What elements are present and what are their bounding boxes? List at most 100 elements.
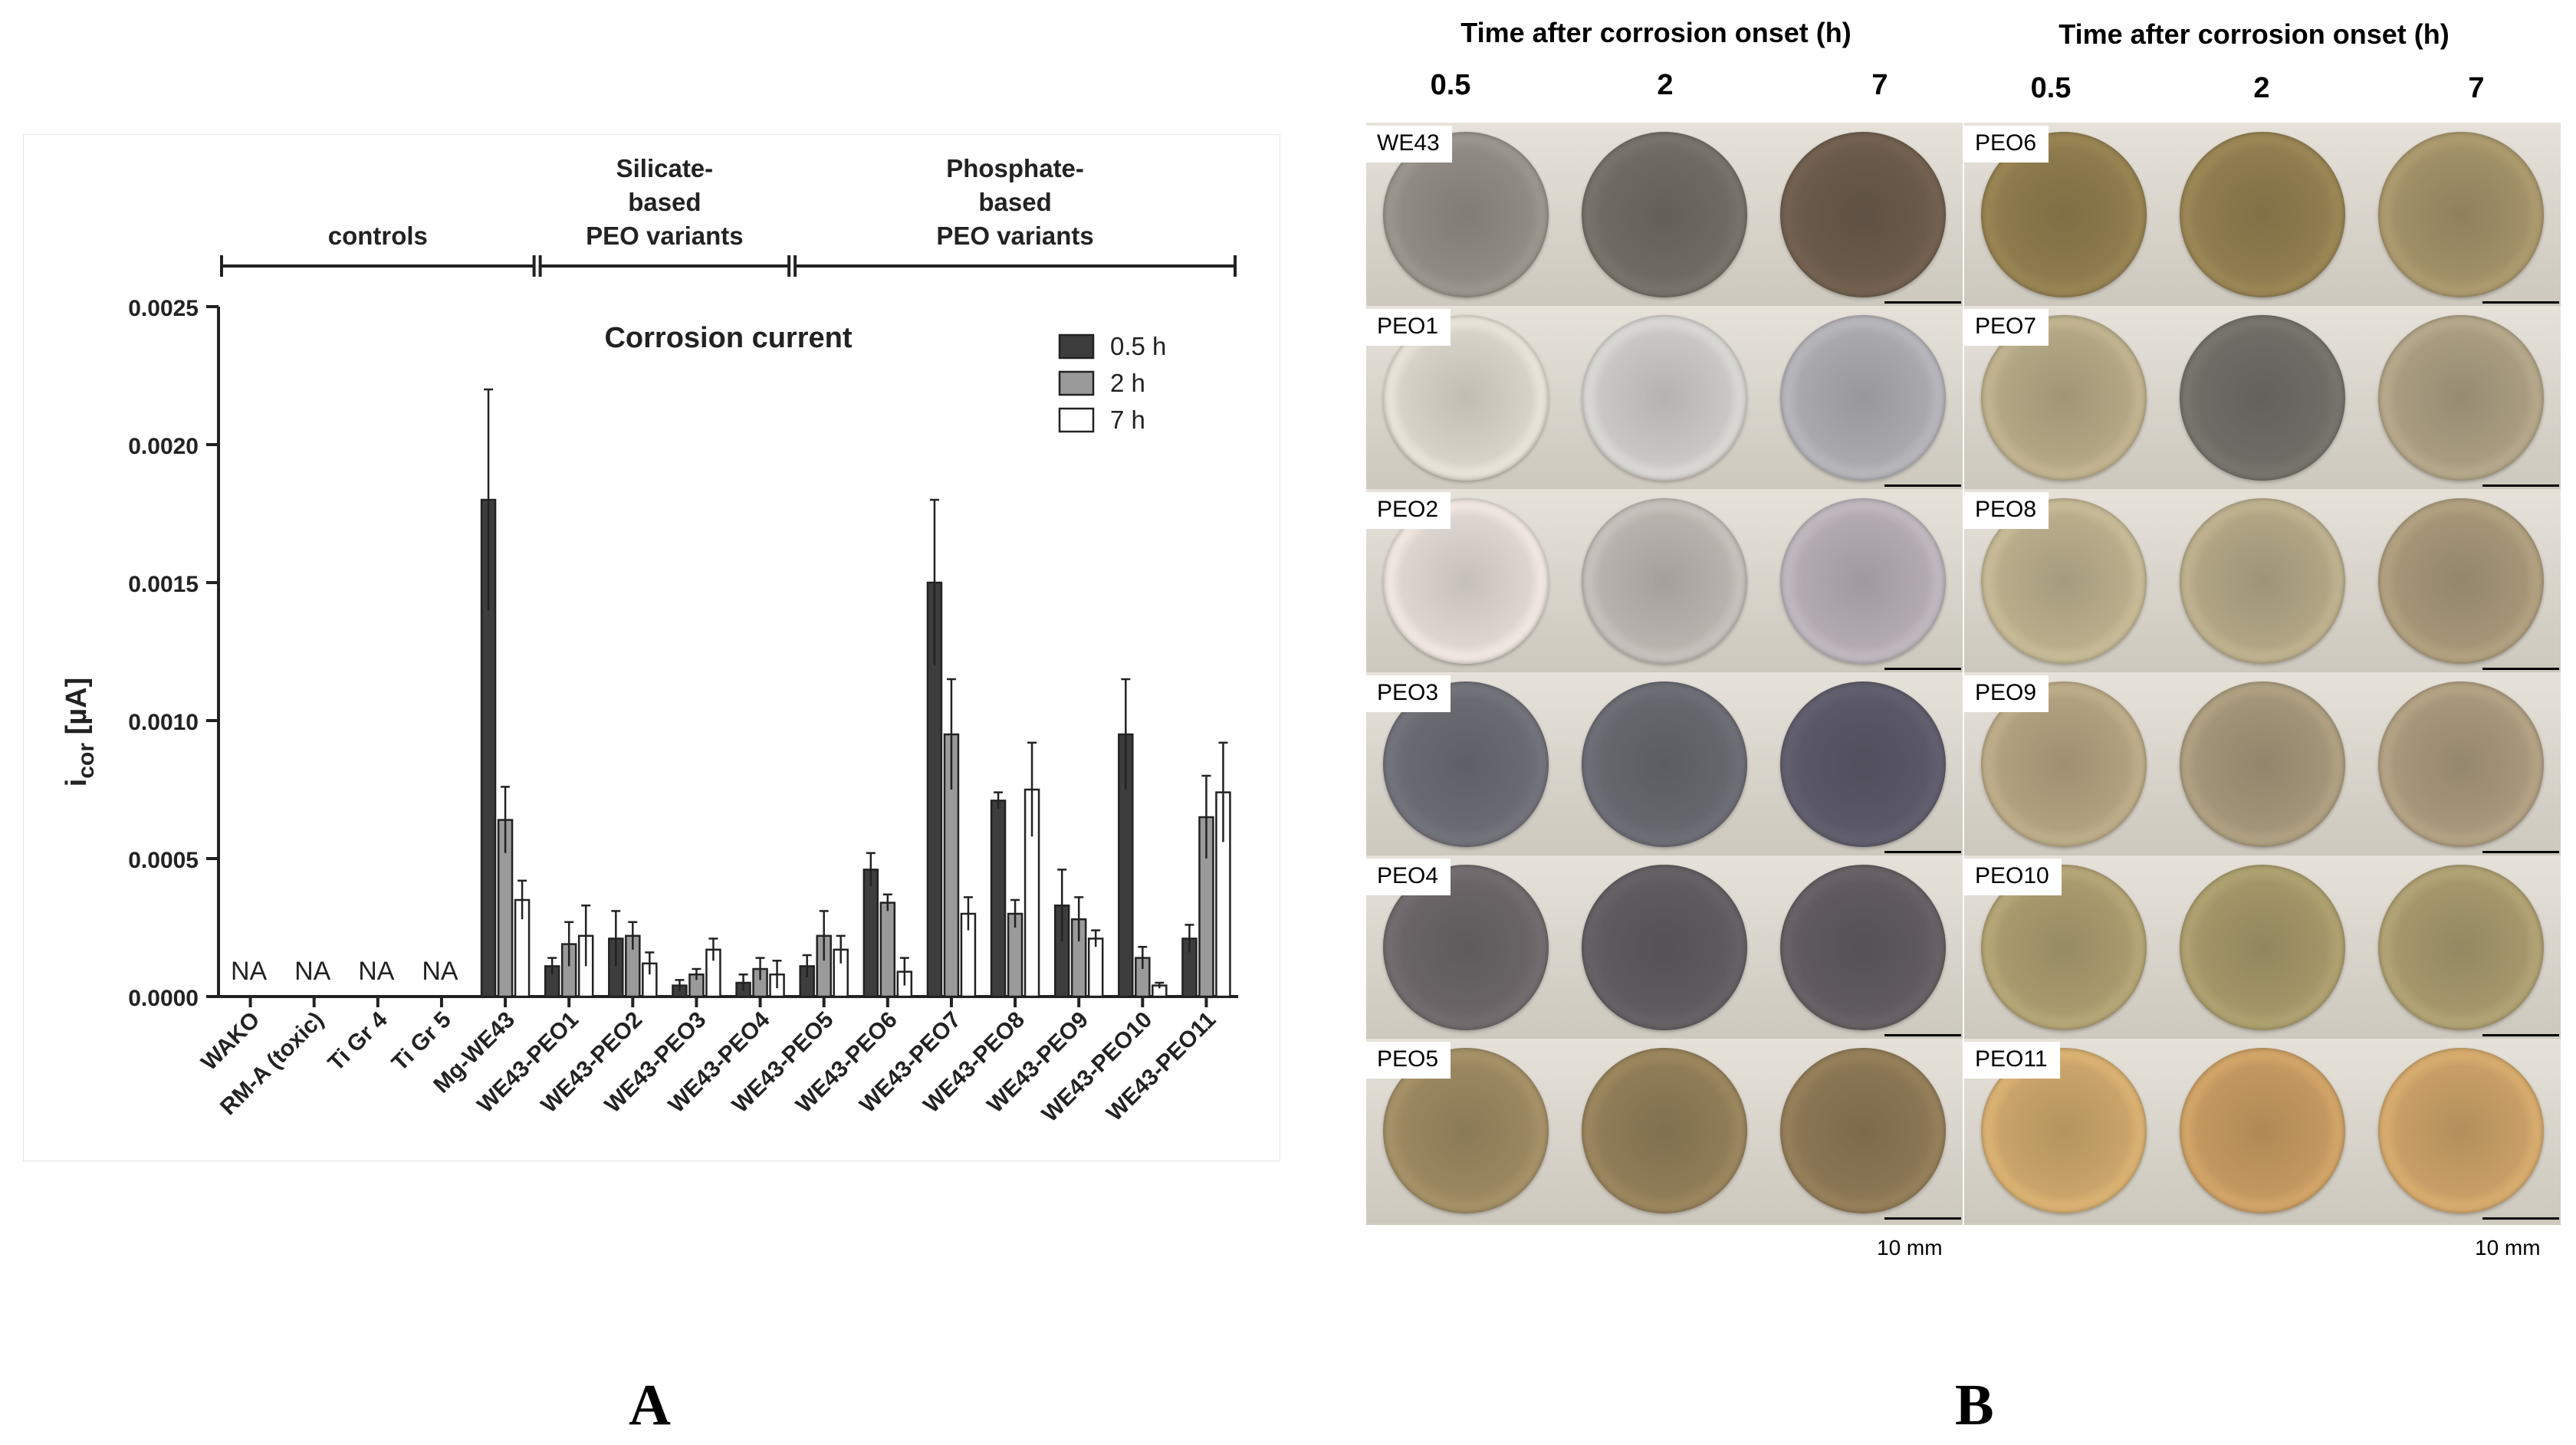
- left-photo-PEO1-7h: [1763, 306, 1963, 490]
- sample-disc: [2180, 1048, 2345, 1213]
- left-row-label: PEO2: [1366, 492, 1451, 529]
- chart-title: Corrosion current: [604, 322, 852, 354]
- right-photo-PEO7-2h: [2163, 306, 2362, 490]
- sample-disc: [2378, 315, 2544, 481]
- left-row-label: PEO4: [1366, 859, 1451, 895]
- right-row-label: PEO7: [1964, 309, 2049, 346]
- right-scale-label: 10 mm: [2475, 1236, 2541, 1259]
- sample-disc: [2378, 681, 2544, 847]
- na-label: NA: [358, 957, 395, 986]
- right-photo-PEO9-2h: [2163, 672, 2362, 856]
- sample-disc: [2180, 315, 2345, 481]
- sample-disc: [1582, 315, 1747, 481]
- right-photo-PEO6-2h: [2163, 123, 2362, 307]
- right-photo-PEO11-7h: [2361, 1039, 2561, 1223]
- sample-disc: [1780, 132, 1946, 297]
- right-photo-PEO8-7h: [2361, 489, 2561, 673]
- sample-disc: [1582, 132, 1747, 297]
- right-row-label: PEO11: [1964, 1042, 2060, 1079]
- group-label: based: [978, 188, 1051, 216]
- left-scale-bar: [1884, 484, 1961, 487]
- sample-disc: [2180, 681, 2345, 847]
- group-label: Silicate-: [616, 154, 714, 182]
- right-photo-PEO10-2h: [2163, 856, 2362, 1039]
- left-col-2: 2: [1657, 69, 1674, 101]
- left-sample-photo-grid: WE43 PEO1 PEO2 PEO3 PEO4 PEO5: [1366, 123, 1963, 1225]
- left-row-label: PEO1: [1366, 309, 1451, 346]
- y-tick-label: 0.0020: [128, 434, 199, 459]
- right-grid-header: Time after corrosion onset (h): [2058, 18, 2450, 50]
- left-row-label: PEO5: [1366, 1042, 1451, 1079]
- left-photo-PEO4-2h: [1565, 856, 1764, 1039]
- panel-label-b: B: [1955, 1373, 1994, 1437]
- legend-label: 2 h: [1110, 369, 1145, 397]
- chart-legend: 0.5 h 2 h 7 h: [1058, 332, 1166, 434]
- left-photo-PEO3-7h: [1763, 672, 1963, 856]
- sample-disc: [1780, 681, 1946, 847]
- y-tick-label: 0.0005: [128, 848, 199, 873]
- left-scale-label: 10 mm: [1877, 1236, 1943, 1259]
- y-tick-label: 0.0000: [128, 986, 199, 1011]
- left-row-label: WE43: [1366, 126, 1452, 163]
- right-sample-photo-grid: PEO6 PEO7 PEO8 PEO9 PEO10 PEO11: [1964, 123, 2561, 1225]
- legend-label: 7 h: [1110, 406, 1145, 434]
- left-photo-PEO4-7h: [1763, 856, 1963, 1039]
- right-scale-bar: [2482, 484, 2559, 487]
- sample-disc: [1780, 315, 1946, 481]
- sample-disc: [2180, 132, 2345, 297]
- legend-label: 0.5 h: [1110, 332, 1166, 360]
- sample-disc: [2378, 132, 2544, 297]
- left-photo-PEO2-0.5h: [1366, 489, 1566, 673]
- left-scale-bar: [1884, 301, 1961, 304]
- left-scale-bar: [1884, 668, 1961, 670]
- right-photo-PEO9-0.5h: [1964, 672, 2164, 856]
- legend-swatch: [1058, 333, 1095, 360]
- sample-disc: [2378, 1048, 2544, 1213]
- right-row-label: PEO10: [1964, 859, 2062, 895]
- left-scale-bar: [1884, 1217, 1961, 1220]
- sample-disc: [2180, 498, 2345, 664]
- left-photo-PEO3-2h: [1565, 672, 1764, 856]
- legend-swatch: [1058, 370, 1095, 396]
- right-col-7: 7: [2468, 72, 2485, 104]
- right-col-2: 2: [2253, 72, 2270, 104]
- right-photo-PEO8-2h: [2163, 489, 2362, 673]
- na-label: NA: [231, 957, 268, 986]
- panel-label-a: A: [629, 1373, 671, 1437]
- sample-disc: [1582, 498, 1747, 664]
- left-col-0.5: 0.5: [1430, 69, 1471, 101]
- right-photo-PEO9-7h: [2361, 672, 2561, 856]
- bar-2h-WE43-PEO6: [879, 901, 896, 998]
- bar-7h-WE43-PEO9: [1087, 938, 1104, 998]
- left-photo-PEO2-7h: [1763, 489, 1963, 673]
- group-label: PEO variants: [936, 222, 1093, 250]
- group-label: controls: [328, 222, 428, 250]
- na-label: NA: [422, 957, 458, 986]
- sample-disc: [1780, 1048, 1946, 1213]
- left-row-label: PEO3: [1366, 675, 1451, 712]
- sample-disc: [1582, 681, 1747, 847]
- left-photo-PEO5-7h: [1763, 1039, 1963, 1223]
- bar-0_5h-WE43-PEO6: [863, 869, 879, 998]
- group-label: PEO variants: [586, 222, 743, 250]
- sample-disc: [2180, 865, 2345, 1030]
- sample-disc: [2378, 865, 2544, 1030]
- left-grid-header: Time after corrosion onset (h): [1460, 17, 1852, 48]
- corrosion-current-chart: 0.00000.00050.00100.00150.00200.0025WAKO…: [23, 134, 1280, 1161]
- left-photo-WE43-7h: [1763, 123, 1963, 307]
- right-scale-bar: [2482, 668, 2559, 670]
- right-photo-PEO7-7h: [2361, 306, 2561, 490]
- y-axis-label: icor [µA]: [61, 678, 99, 787]
- right-row-label: PEO9: [1964, 675, 2049, 712]
- y-tick-label: 0.0015: [128, 572, 199, 597]
- left-photo-PEO2-2h: [1565, 489, 1764, 673]
- legend-swatch: [1058, 407, 1095, 433]
- group-label: based: [628, 188, 701, 216]
- right-scale-bar: [2482, 301, 2559, 304]
- right-col-0.5: 0.5: [2030, 72, 2072, 104]
- right-scale-bar: [2482, 1217, 2559, 1220]
- left-col-7: 7: [1871, 69, 1888, 101]
- sample-disc: [2378, 498, 2544, 664]
- right-photo-PEO11-2h: [2163, 1039, 2362, 1223]
- right-row-label: PEO8: [1964, 492, 2049, 529]
